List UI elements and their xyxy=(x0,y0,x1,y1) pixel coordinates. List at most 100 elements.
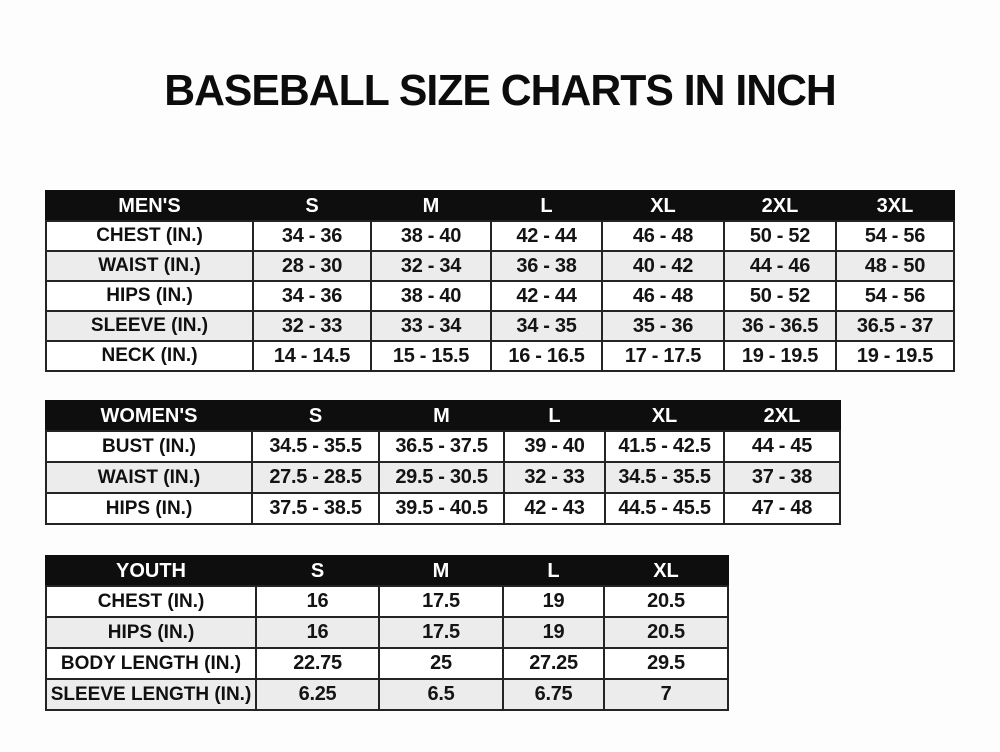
column-header-s: S xyxy=(251,400,380,432)
column-header-2xl: 2XL xyxy=(723,190,837,222)
size-cell: 46 - 48 xyxy=(601,280,725,312)
youth-size-table: YOUTH S M L XL CHEST (IN.) 16 17.5 19 20.5 HIPS (… xyxy=(45,555,729,711)
column-header-m: M xyxy=(378,555,504,587)
column-header-xl: XL xyxy=(601,190,725,222)
column-header-s: S xyxy=(252,190,372,222)
row-label: NECK (IN.) xyxy=(45,340,254,372)
size-cell: 44 - 45 xyxy=(723,430,841,463)
size-cell: 54 - 56 xyxy=(835,280,955,312)
row-label: BODY LENGTH (IN.) xyxy=(45,647,257,680)
size-cell: 50 - 52 xyxy=(723,220,837,252)
table-row: WAIST (IN.) 27.5 - 28.5 29.5 - 30.5 32 - 33… xyxy=(45,461,841,494)
row-label: CHEST (IN.) xyxy=(45,585,257,618)
size-cell: 36.5 - 37.5 xyxy=(378,430,505,463)
size-cell: 36 - 38 xyxy=(490,250,603,282)
size-cell: 6.5 xyxy=(378,678,504,711)
size-cell: 44.5 - 45.5 xyxy=(604,492,725,525)
size-cell: 39 - 40 xyxy=(503,430,606,463)
mens-size-table: MEN'S S M L XL 2XL 3XL CHEST (IN.) 34 - 36 38 - … xyxy=(45,190,955,372)
table-row: BODY LENGTH (IN.) 22.75 25 27.25 29.5 xyxy=(45,647,729,680)
size-cell: 34.5 - 35.5 xyxy=(251,430,380,463)
size-cell: 17.5 xyxy=(378,616,504,649)
size-cell: 17 - 17.5 xyxy=(601,340,725,372)
size-cell: 54 - 56 xyxy=(835,220,955,252)
column-header-xl: XL xyxy=(604,400,725,432)
size-cell: 20.5 xyxy=(603,585,729,618)
row-label: CHEST (IN.) xyxy=(45,220,254,252)
size-cell: 34 - 36 xyxy=(252,280,372,312)
row-label: HIPS (IN.) xyxy=(45,492,253,525)
size-cell: 37.5 - 38.5 xyxy=(251,492,380,525)
table-row: HIPS (IN.) 16 17.5 19 20.5 xyxy=(45,616,729,649)
size-cell: 29.5 xyxy=(603,647,729,680)
size-cell: 19 - 19.5 xyxy=(835,340,955,372)
youth-table-body: CHEST (IN.) 16 17.5 19 20.5 HIPS (IN.) 16 17.5 1… xyxy=(45,585,729,711)
column-header-m: M xyxy=(378,400,505,432)
table-row: CHEST (IN.) 16 17.5 19 20.5 xyxy=(45,585,729,618)
mens-header-row: MEN'S S M L XL 2XL 3XL xyxy=(45,190,955,222)
size-cell: 19 xyxy=(502,585,605,618)
youth-group-label: YOUTH xyxy=(45,555,257,587)
size-cell: 44 - 46 xyxy=(723,250,837,282)
size-cell: 38 - 40 xyxy=(370,280,492,312)
size-cell: 22.75 xyxy=(255,647,380,680)
size-cell: 32 - 34 xyxy=(370,250,492,282)
size-cell: 39.5 - 40.5 xyxy=(378,492,505,525)
size-cell: 16 xyxy=(255,616,380,649)
size-cell: 28 - 30 xyxy=(252,250,372,282)
size-cell: 42 - 43 xyxy=(503,492,606,525)
size-cell: 17.5 xyxy=(378,585,504,618)
table-row: CHEST (IN.) 34 - 36 38 - 40 42 - 44 46 - 48 5… xyxy=(45,220,955,252)
row-label: HIPS (IN.) xyxy=(45,616,257,649)
womens-group-label: WOMEN'S xyxy=(45,400,253,432)
column-header-xl: XL xyxy=(603,555,729,587)
size-cell: 34.5 - 35.5 xyxy=(604,461,725,494)
size-cell: 42 - 44 xyxy=(490,220,603,252)
table-row: HIPS (IN.) 37.5 - 38.5 39.5 - 40.5 42 - 43 4… xyxy=(45,492,841,525)
youth-header-row: YOUTH S M L XL xyxy=(45,555,729,587)
size-cell: 20.5 xyxy=(603,616,729,649)
size-cell: 33 - 34 xyxy=(370,310,492,342)
row-label: WAIST (IN.) xyxy=(45,461,253,494)
table-row: BUST (IN.) 34.5 - 35.5 36.5 - 37.5 39 - 40 4… xyxy=(45,430,841,463)
column-header-2xl: 2XL xyxy=(723,400,841,432)
size-cell: 29.5 - 30.5 xyxy=(378,461,505,494)
table-row: WAIST (IN.) 28 - 30 32 - 34 36 - 38 40 - 42 4… xyxy=(45,250,955,282)
size-cell: 14 - 14.5 xyxy=(252,340,372,372)
row-label: HIPS (IN.) xyxy=(45,280,254,312)
table-row: SLEEVE (IN.) 32 - 33 33 - 34 34 - 35 35 - 36… xyxy=(45,310,955,342)
column-header-3xl: 3XL xyxy=(835,190,955,222)
size-cell: 35 - 36 xyxy=(601,310,725,342)
size-cell: 32 - 33 xyxy=(252,310,372,342)
size-cell: 25 xyxy=(378,647,504,680)
size-cell: 47 - 48 xyxy=(723,492,841,525)
column-header-s: S xyxy=(255,555,380,587)
table-row: NECK (IN.) 14 - 14.5 15 - 15.5 16 - 16.5 17 … xyxy=(45,340,955,372)
column-header-l: L xyxy=(490,190,603,222)
size-cell: 16 - 16.5 xyxy=(490,340,603,372)
row-label: BUST (IN.) xyxy=(45,430,253,463)
size-cell: 16 xyxy=(255,585,380,618)
size-cell: 27.25 xyxy=(502,647,605,680)
mens-group-label: MEN'S xyxy=(45,190,254,222)
size-cell: 6.25 xyxy=(255,678,380,711)
womens-header-row: WOMEN'S S M L XL 2XL xyxy=(45,400,841,432)
womens-table-body: BUST (IN.) 34.5 - 35.5 36.5 - 37.5 39 - 40 4… xyxy=(45,430,841,525)
size-cell: 19 - 19.5 xyxy=(723,340,837,372)
size-cell: 15 - 15.5 xyxy=(370,340,492,372)
page-title: BASEBALL SIZE CHARTS IN INCH xyxy=(164,66,837,115)
row-label: WAIST (IN.) xyxy=(45,250,254,282)
size-cell: 7 xyxy=(603,678,729,711)
size-cell: 34 - 35 xyxy=(490,310,603,342)
womens-size-table: WOMEN'S S M L XL 2XL BUST (IN.) 34.5 - 35.5 36.… xyxy=(45,400,841,525)
row-label: SLEEVE LENGTH (IN.) xyxy=(45,678,257,711)
youth-table-header: YOUTH S M L XL xyxy=(45,555,729,587)
column-header-m: M xyxy=(370,190,492,222)
size-cell: 36.5 - 37 xyxy=(835,310,955,342)
size-cell: 46 - 48 xyxy=(601,220,725,252)
table-row: SLEEVE LENGTH (IN.) 6.25 6.5 6.75 7 xyxy=(45,678,729,711)
mens-table-header: MEN'S S M L XL 2XL 3XL xyxy=(45,190,955,222)
size-cell: 41.5 - 42.5 xyxy=(604,430,725,463)
mens-table-body: CHEST (IN.) 34 - 36 38 - 40 42 - 44 46 - 48 5… xyxy=(45,220,955,372)
